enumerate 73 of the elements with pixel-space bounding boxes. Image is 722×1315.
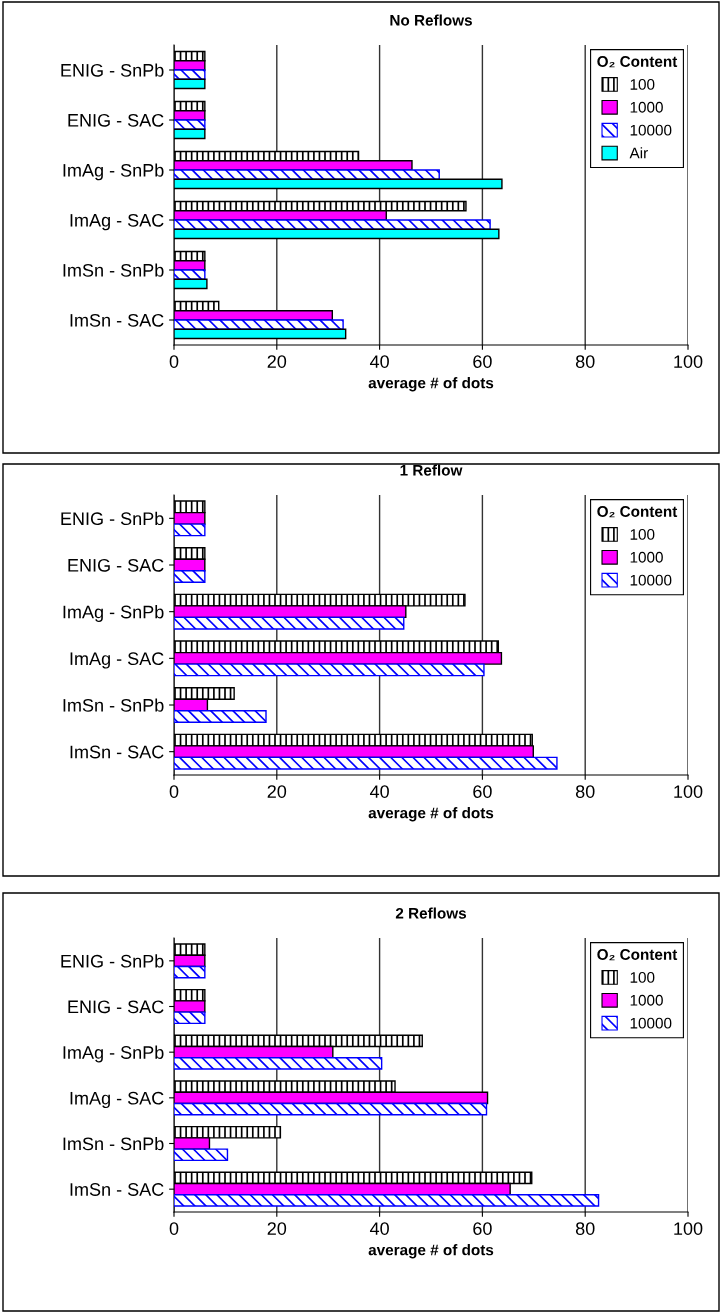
bar (174, 1057, 383, 1070)
bar (174, 269, 206, 280)
y-tick-label: ImAg - SnPb (63, 1045, 164, 1063)
legend-label: 1000 (630, 551, 663, 563)
bar (174, 663, 485, 677)
bar (174, 616, 405, 630)
bar (174, 1102, 488, 1116)
legend-label: 100 (630, 78, 655, 90)
legend-label: 10000 (630, 124, 672, 136)
x-tick-label: 60 (473, 785, 492, 798)
x-tick-label: 80 (575, 355, 595, 368)
legend-label: 100 (630, 528, 655, 540)
x-tick-label: 100 (674, 355, 703, 368)
legend-label: 1000 (630, 994, 663, 1006)
x-tick-label: 20 (267, 1222, 287, 1235)
bar (174, 1011, 206, 1025)
chart-title: 2 Reflows (395, 907, 467, 919)
x-tick-label: 60 (473, 355, 492, 368)
y-tick-label: ImAg - SnPb (63, 163, 164, 181)
chart-title: 1 Reflow (400, 464, 463, 476)
bar (174, 169, 440, 180)
bar (174, 69, 206, 80)
x-tick-label: 40 (369, 355, 389, 368)
legend-title: O₂ Content (597, 949, 678, 961)
bar (174, 710, 267, 723)
y-tick-label: ImAg - SnPb (63, 605, 164, 622)
y-tick-label: ENIG - SnPb (61, 63, 164, 77)
y-tick-label: ImSn - SnPb (63, 1136, 164, 1151)
x-tick-label: 60 (473, 1222, 492, 1235)
x-tick-label: 100 (674, 785, 703, 798)
y-tick-label: ImSn - SAC (70, 313, 164, 327)
x-axis-title: average # of dots (368, 377, 494, 392)
y-tick-label: ImSn - SAC (70, 1183, 164, 1196)
x-tick-label: 100 (674, 1222, 703, 1235)
bar (174, 965, 206, 979)
y-tick-label: ImAg - SAC (70, 652, 164, 669)
bar (174, 319, 344, 330)
y-tick-label: ENIG - SnPb (61, 511, 164, 526)
legend-label: 10000 (630, 574, 672, 586)
y-tick-label: ImAg - SAC (70, 213, 164, 231)
legend-title: O₂ Content (597, 56, 678, 68)
y-tick-label: ImAg - SAC (70, 1091, 164, 1109)
x-tick-label: 20 (267, 355, 287, 368)
legend-label: Air (629, 147, 648, 159)
y-tick-label: ENIG - SnPb (61, 954, 164, 968)
bar (174, 219, 491, 230)
x-tick-label: 80 (575, 785, 595, 798)
y-tick-label: ENIG - SAC (68, 113, 164, 127)
bar (174, 1148, 229, 1162)
y-tick-label: ImSn - SAC (70, 745, 164, 759)
x-axis-title: average # of dots (368, 1244, 494, 1259)
chart-title: No Reflows (390, 14, 472, 26)
x-tick-label: 0 (169, 355, 179, 368)
x-tick-label: 40 (369, 785, 389, 798)
y-tick-label: ImSn - SnPb (63, 698, 164, 712)
y-tick-label: ENIG - SAC (68, 558, 164, 572)
x-tick-label: 80 (575, 1222, 595, 1235)
legend-label: 10000 (630, 1017, 672, 1029)
x-tick-label: 40 (369, 1222, 389, 1235)
x-tick-label: 0 (169, 1222, 179, 1235)
x-tick-label: 20 (267, 785, 287, 798)
y-tick-label: ENIG - SAC (68, 1000, 164, 1014)
legend-label: 1000 (630, 101, 663, 113)
bar (174, 1194, 600, 1207)
bar (174, 570, 206, 583)
y-tick-label: ImSn - SnPb (63, 263, 164, 277)
x-axis-title: average # of dots (368, 807, 494, 822)
x-tick-label: 0 (169, 785, 179, 798)
legend-title: O₂ Content (597, 506, 678, 518)
bar (174, 119, 206, 130)
bar (174, 523, 206, 537)
legend-label: 100 (630, 971, 655, 983)
bar (174, 756, 558, 770)
